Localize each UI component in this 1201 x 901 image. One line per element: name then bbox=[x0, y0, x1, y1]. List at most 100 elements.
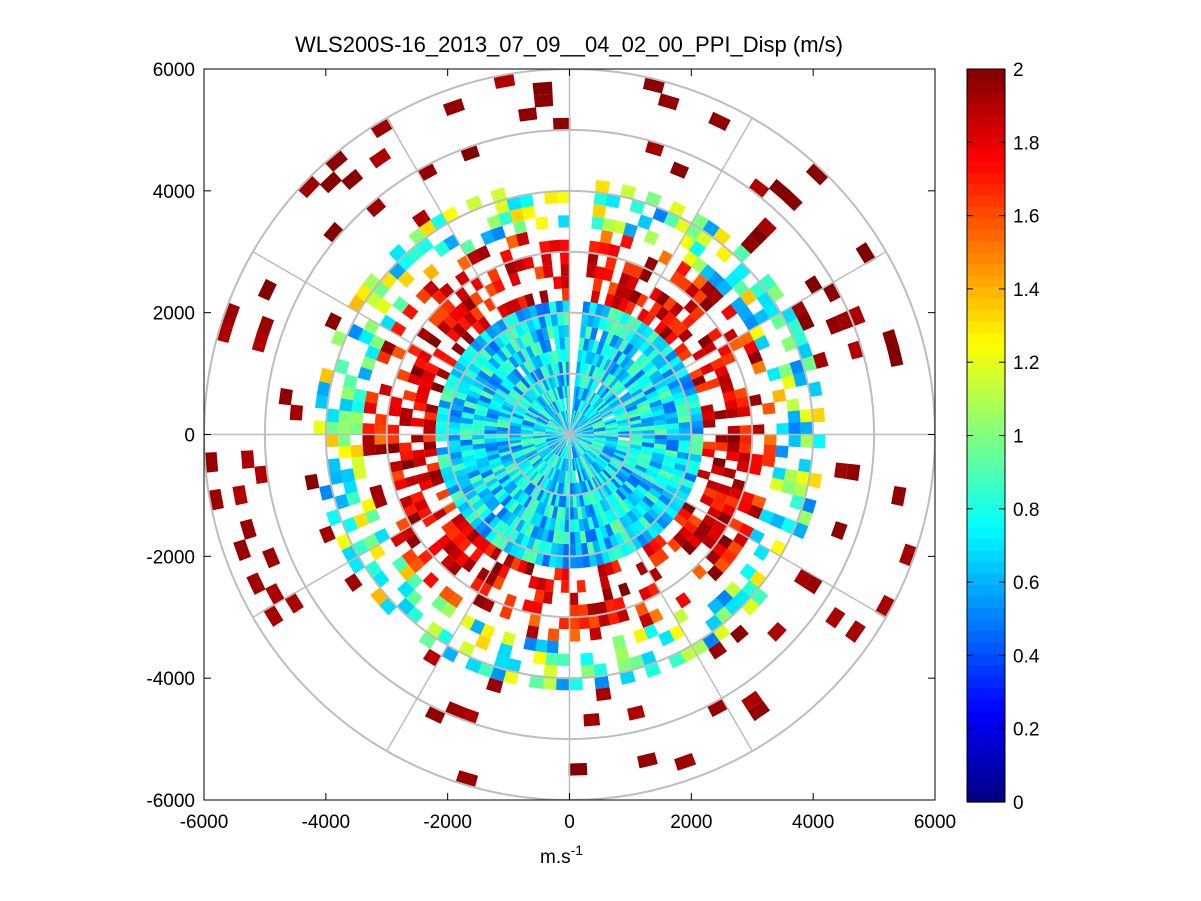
radial-cell bbox=[524, 293, 536, 308]
radial-cell bbox=[673, 513, 688, 527]
radial-cell bbox=[636, 460, 650, 470]
y-tick-label: -4000 bbox=[146, 669, 195, 690]
radial-cell bbox=[685, 466, 699, 477]
radial-cell bbox=[460, 505, 475, 519]
radial-cell bbox=[599, 454, 611, 464]
radial-cell bbox=[458, 478, 472, 490]
radial-cell bbox=[649, 301, 663, 317]
radial-cell bbox=[629, 423, 643, 429]
radial-cell bbox=[589, 413, 601, 422]
radial-cell bbox=[557, 531, 565, 544]
radial-cell bbox=[578, 419, 590, 428]
radial-cell bbox=[453, 495, 468, 508]
radial-cell bbox=[801, 355, 817, 373]
radial-cell bbox=[558, 324, 565, 338]
radial-cell bbox=[558, 412, 565, 424]
polar-spoke bbox=[252, 251, 570, 436]
radial-cell bbox=[579, 362, 585, 375]
radial-cell bbox=[591, 216, 605, 231]
radial-cell bbox=[714, 442, 728, 452]
radial-cell bbox=[514, 518, 526, 533]
radial-cell bbox=[399, 450, 414, 462]
radial-cell bbox=[392, 296, 409, 313]
radial-cell bbox=[471, 478, 486, 490]
radial-cell bbox=[396, 597, 415, 616]
radial-cell bbox=[480, 491, 494, 504]
radial-cell bbox=[515, 475, 527, 487]
radial-cell bbox=[547, 439, 559, 446]
radial-cell bbox=[667, 537, 682, 553]
radial-cell bbox=[645, 525, 660, 539]
radial-cell bbox=[327, 458, 341, 473]
colorbar-strip bbox=[967, 641, 1005, 654]
colorbar-tick-label: 2 bbox=[1013, 60, 1024, 81]
polar-spoke bbox=[252, 433, 570, 618]
radial-cell bbox=[435, 427, 448, 435]
radial-cell bbox=[333, 493, 350, 510]
radial-cell bbox=[586, 264, 597, 279]
radial-cell bbox=[556, 469, 562, 483]
radial-cell bbox=[338, 433, 351, 447]
radial-cell bbox=[640, 445, 654, 453]
radial-cell bbox=[537, 540, 547, 554]
radial-cell bbox=[573, 411, 579, 424]
radial-cell bbox=[581, 435, 594, 438]
radial-cell bbox=[594, 675, 610, 690]
radial-cell bbox=[549, 441, 561, 450]
radial-cell bbox=[587, 339, 595, 353]
radial-cell bbox=[465, 510, 479, 525]
radial-cell bbox=[582, 517, 590, 531]
radial-cell bbox=[671, 495, 686, 508]
radial-cell bbox=[634, 503, 648, 517]
radial-cell bbox=[825, 315, 843, 335]
radial-cell bbox=[517, 380, 529, 392]
colorbar-strip bbox=[967, 676, 1005, 689]
colorbar-strip bbox=[967, 630, 1005, 643]
radial-cell bbox=[533, 399, 544, 411]
x-axis-label-base: m.s bbox=[540, 847, 571, 868]
radial-cell bbox=[748, 393, 763, 407]
radial-cell bbox=[594, 488, 603, 502]
radial-cell bbox=[589, 627, 602, 641]
radial-cell bbox=[447, 591, 464, 609]
radial-cell bbox=[559, 519, 566, 532]
radial-cell bbox=[502, 459, 516, 468]
radial-cell bbox=[595, 354, 605, 368]
radial-cell bbox=[603, 510, 614, 524]
radial-cell bbox=[462, 296, 477, 312]
radial-cell bbox=[528, 613, 541, 628]
radial-cell bbox=[598, 472, 608, 484]
radial-cell bbox=[623, 497, 635, 511]
radial-cell bbox=[538, 462, 549, 474]
radial-cell bbox=[646, 507, 661, 521]
radial-cell bbox=[600, 387, 611, 399]
radial-cell bbox=[516, 458, 529, 468]
radial-cell bbox=[453, 361, 468, 374]
radial-cell bbox=[551, 468, 559, 481]
radial-cell bbox=[514, 309, 527, 324]
radial-cell bbox=[811, 407, 826, 423]
radial-cell bbox=[658, 469, 672, 480]
radial-cell bbox=[534, 265, 546, 280]
radial-cell bbox=[702, 513, 718, 528]
radial-cell bbox=[344, 573, 363, 593]
radial-cell bbox=[715, 434, 728, 444]
radial-cell bbox=[654, 424, 667, 431]
radial-cell bbox=[542, 465, 552, 477]
radial-cell bbox=[627, 705, 646, 721]
colorbar-strip bbox=[967, 217, 1005, 230]
radial-cell bbox=[695, 230, 714, 248]
radial-cell bbox=[614, 283, 627, 299]
radial-cell bbox=[581, 429, 594, 433]
radial-cell bbox=[509, 207, 525, 223]
radial-cell bbox=[497, 564, 511, 580]
radial-cell bbox=[491, 575, 506, 591]
radial-cell bbox=[585, 451, 596, 462]
radial-cell bbox=[340, 385, 356, 401]
radial-cell bbox=[531, 601, 543, 615]
radial-cell bbox=[647, 348, 661, 362]
radial-cell bbox=[579, 441, 590, 449]
radial-cell bbox=[432, 507, 447, 521]
radial-cell bbox=[575, 361, 582, 375]
radial-cell bbox=[549, 388, 557, 402]
